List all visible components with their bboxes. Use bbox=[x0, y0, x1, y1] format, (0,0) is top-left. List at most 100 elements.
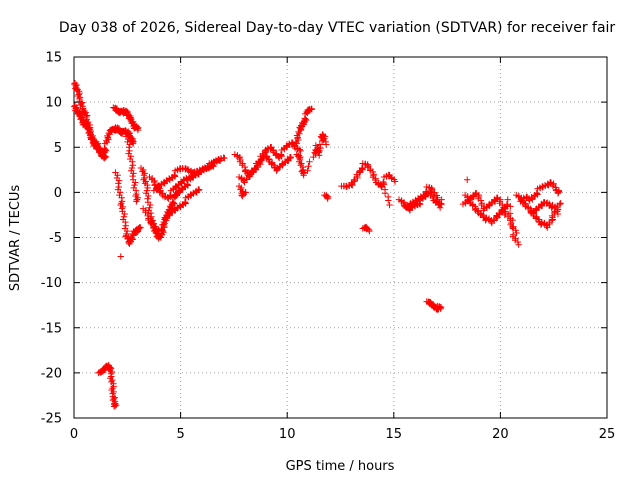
data-point bbox=[101, 148, 108, 155]
data-point bbox=[130, 170, 137, 177]
data-point bbox=[305, 163, 312, 170]
data-point bbox=[296, 146, 303, 153]
data-point bbox=[125, 135, 132, 143]
data-point bbox=[381, 190, 389, 197]
data-point bbox=[391, 178, 399, 185]
series-vee-3to5h-b bbox=[139, 186, 203, 235]
data-point bbox=[513, 229, 520, 237]
axis-ticks bbox=[73, 56, 608, 419]
data-point bbox=[242, 189, 249, 196]
data-point bbox=[469, 202, 476, 209]
data-point bbox=[181, 198, 189, 206]
data-point bbox=[82, 109, 89, 116]
data-point bbox=[308, 106, 316, 113]
y-tick-label: -20 bbox=[41, 366, 62, 381]
data-point bbox=[388, 175, 395, 182]
data-point bbox=[104, 134, 112, 141]
data-point bbox=[366, 227, 373, 235]
data-point bbox=[143, 187, 151, 194]
data-point bbox=[515, 241, 522, 248]
data-point bbox=[128, 137, 136, 144]
series-early-low bbox=[71, 102, 110, 162]
data-point bbox=[490, 216, 498, 223]
data-point bbox=[506, 210, 514, 217]
data-point bbox=[75, 91, 82, 98]
data-point bbox=[358, 164, 366, 172]
data-point bbox=[144, 212, 151, 220]
series-isolated-14h bbox=[359, 223, 373, 235]
data-point bbox=[385, 197, 392, 204]
series-isolated-19h bbox=[464, 176, 471, 183]
data-point bbox=[315, 152, 323, 159]
data-point bbox=[304, 167, 311, 174]
data-point bbox=[509, 223, 516, 231]
axis-tick-labels: 0 5 10 15 20 25 15 10 5 0 -5 -10 -15 -20 -25 bbox=[41, 51, 616, 443]
series-cluster-15to17h-b bbox=[402, 183, 444, 211]
data-point bbox=[322, 141, 330, 148]
data-point bbox=[316, 141, 324, 148]
data-point bbox=[117, 253, 124, 260]
data-point bbox=[135, 225, 143, 233]
data-point bbox=[509, 216, 516, 224]
x-tick-label: 25 bbox=[599, 427, 616, 442]
data-point bbox=[533, 189, 540, 197]
data-point bbox=[317, 144, 324, 152]
data-point bbox=[189, 168, 197, 176]
data-point bbox=[76, 89, 83, 97]
data-point bbox=[302, 116, 309, 123]
data-point bbox=[537, 221, 545, 229]
series-late-18to21h-b bbox=[461, 191, 522, 248]
data-point bbox=[195, 186, 203, 193]
data-point bbox=[145, 192, 152, 200]
data-point bbox=[171, 171, 178, 179]
data-point bbox=[221, 154, 228, 162]
data-point bbox=[190, 170, 198, 177]
data-point bbox=[121, 210, 128, 218]
x-tick-label: 20 bbox=[492, 427, 509, 442]
data-point bbox=[117, 189, 124, 196]
series-late-21to23h-c bbox=[527, 199, 562, 218]
x-tick-label: 10 bbox=[279, 427, 296, 442]
data-point bbox=[128, 164, 136, 172]
data-point bbox=[103, 139, 111, 146]
data-point bbox=[127, 153, 135, 160]
data-point bbox=[188, 173, 195, 180]
data-point bbox=[315, 148, 322, 155]
data-point bbox=[126, 141, 133, 148]
data-point bbox=[532, 215, 540, 222]
y-tick-label: -15 bbox=[41, 321, 62, 336]
y-tick-label: -10 bbox=[41, 276, 62, 291]
data-point bbox=[323, 192, 330, 199]
data-point bbox=[115, 177, 123, 184]
data-point bbox=[256, 158, 263, 165]
y-tick-label: 5 bbox=[54, 141, 62, 156]
data-point bbox=[380, 178, 387, 186]
data-point bbox=[504, 196, 511, 203]
data-point bbox=[503, 201, 511, 208]
series-mid-7to10h-b bbox=[235, 139, 304, 186]
data-point bbox=[147, 219, 154, 227]
series-isolated-1to2h bbox=[95, 362, 120, 410]
data-point bbox=[175, 188, 183, 196]
x-axis-label: GPS time / hours bbox=[286, 459, 395, 474]
series-upper-peak-2h bbox=[110, 104, 142, 134]
data-point bbox=[378, 182, 386, 190]
data-point bbox=[120, 213, 128, 220]
data-point bbox=[111, 400, 118, 407]
data-point bbox=[115, 183, 122, 191]
data-point bbox=[133, 196, 140, 203]
data-point bbox=[549, 183, 557, 190]
y-tick-label: 15 bbox=[45, 51, 62, 66]
data-point bbox=[152, 226, 159, 233]
data-point bbox=[477, 211, 484, 218]
data-point bbox=[474, 208, 481, 215]
data-point bbox=[422, 188, 430, 195]
data-point bbox=[549, 201, 556, 209]
data-point bbox=[417, 193, 424, 200]
series-isolated-17h bbox=[423, 298, 445, 313]
data-point bbox=[555, 187, 563, 194]
data-point bbox=[556, 200, 564, 208]
series-after-12h bbox=[338, 160, 399, 191]
data-point bbox=[102, 153, 110, 161]
data-point bbox=[75, 110, 82, 117]
